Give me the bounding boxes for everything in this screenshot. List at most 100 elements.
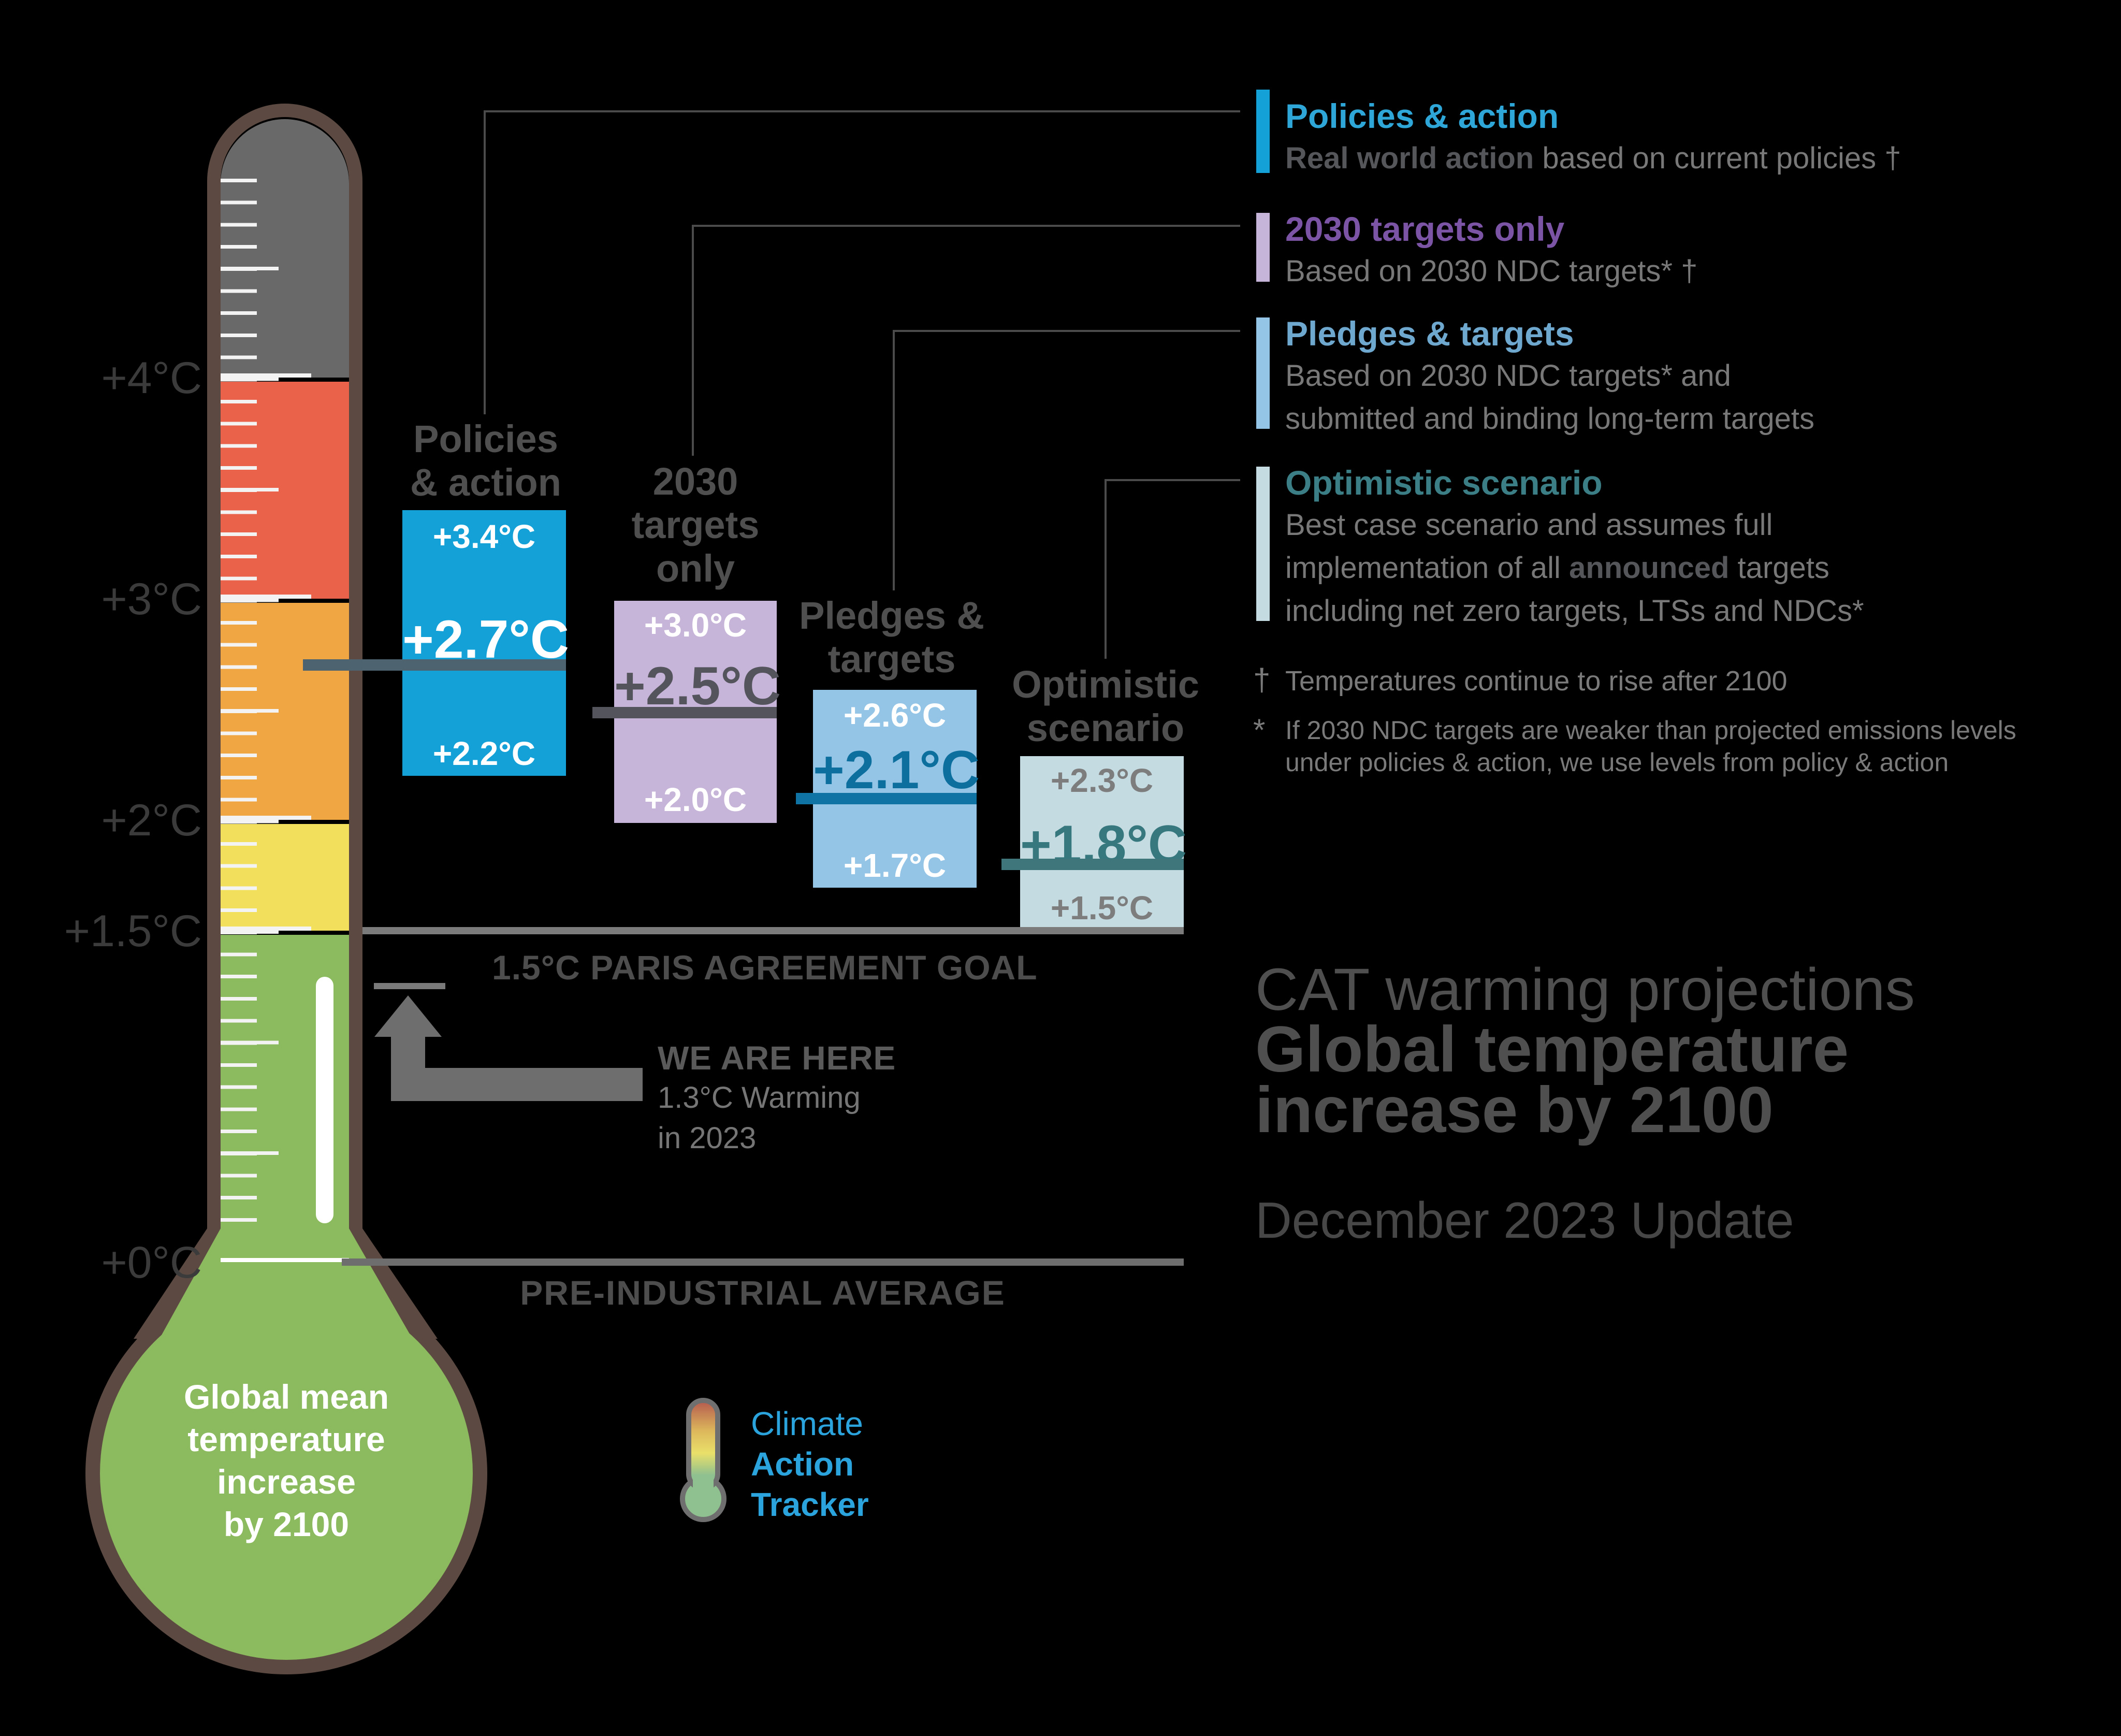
- legend-desc-text: based on current policies †: [1534, 141, 1901, 175]
- bar-label-line: & action: [410, 461, 561, 504]
- logo-word-tracker: Tracker: [751, 1486, 869, 1523]
- legend-title-optimistic: Optimistic scenario: [1285, 464, 1603, 502]
- legend-desc-bold: announced: [1569, 551, 1730, 585]
- bar-central-value-pledges: +2.1°C: [813, 740, 980, 800]
- legend-strip-2030: [1256, 213, 1270, 282]
- bar-label-2030-targets: 2030 targets only: [592, 460, 799, 590]
- connector-pledges-h: [893, 330, 1240, 332]
- legend-desc-pledges: Based on 2030 NDC targets* and submitted…: [1285, 354, 1814, 440]
- scale-label-1p5c: +1.5°C: [64, 906, 202, 956]
- bar-low-value: +2.0°C: [644, 781, 747, 818]
- legend-strip-optimistic: [1256, 467, 1270, 621]
- connector-optimistic-h: [1105, 479, 1240, 481]
- connector-pledges-v: [893, 330, 895, 590]
- bar-label-pledges-targets: Pledges & targets: [788, 594, 995, 681]
- bar-label-line: targets: [631, 503, 760, 546]
- current-warming-tick: [374, 983, 445, 989]
- bar-label-line: Optimistic: [1012, 663, 1199, 706]
- central-line-policies: [303, 659, 566, 671]
- scale-label-4c: +4°C: [101, 353, 202, 403]
- central-line-2030: [592, 707, 777, 718]
- bar-label-line: targets: [827, 638, 956, 681]
- bar-label-line: Policies: [413, 417, 558, 460]
- connector-2030-v: [692, 225, 694, 456]
- bar-pledges-targets: +2.6°C +1.7°C: [813, 690, 977, 888]
- legend-title-policies: Policies & action: [1285, 97, 1559, 135]
- legend-desc-policies: Real world action based on current polic…: [1285, 137, 1901, 180]
- connector-2030-h: [692, 225, 1240, 227]
- dagger-symbol: †: [1253, 662, 1271, 697]
- legend-desc-optimistic: Best case scenario and assumes full impl…: [1285, 503, 1864, 632]
- preindustrial-label: PRE-INDUSTRIAL AVERAGE: [520, 1274, 1006, 1312]
- bulb-caption-line: temperature: [187, 1420, 385, 1458]
- connector-policies-h: [484, 110, 1240, 112]
- scale-label-3c: +3°C: [101, 574, 202, 624]
- legend-title-2030: 2030 targets only: [1285, 210, 1565, 248]
- asterisk-symbol: *: [1253, 713, 1266, 747]
- logo-word-action: Action: [751, 1445, 854, 1483]
- boundary-tick-4c: [221, 373, 311, 378]
- legend-strip-pledges: [1256, 317, 1270, 429]
- bulb-caption-line: by 2100: [223, 1505, 350, 1543]
- thermometer-medium-ticks: [221, 267, 279, 1240]
- bar-policies-action: +3.4°C +2.2°C: [402, 510, 566, 776]
- page-title-line2: increase by 2100: [1255, 1074, 1774, 1146]
- we-are-here-arrow-bar: [391, 1068, 643, 1101]
- footnote-dagger: Temperatures continue to rise after 2100: [1285, 666, 1788, 697]
- legend-desc-line: including net zero targets, LTSs and NDC…: [1285, 594, 1864, 628]
- paris-goal-line: [362, 927, 1184, 934]
- bar-optimistic: +2.3°C +1.5°C: [1020, 756, 1184, 932]
- boundary-tick-1p5c: [221, 927, 311, 931]
- bar-label-line: scenario: [1026, 706, 1185, 749]
- bar-low-value: +1.5°C: [1050, 889, 1154, 927]
- legend-title-pledges: Pledges & targets: [1285, 314, 1574, 353]
- we-are-here-label: WE ARE HERE: [658, 1039, 896, 1077]
- climate-action-tracker-logo-icon: [680, 1398, 727, 1522]
- page-update-date: December 2023 Update: [1255, 1192, 1794, 1249]
- bulb-caption: Global mean temperature increase by 2100: [131, 1376, 442, 1545]
- page-title-line1: Global temperature: [1255, 1014, 1849, 1086]
- legend-desc-line: Based on 2030 NDC targets* and: [1285, 359, 1731, 393]
- zero-degree-tick: [221, 1258, 349, 1262]
- current-warming-value: 1.3°C Warming: [658, 1081, 861, 1115]
- bar-label-line: 2030: [652, 460, 738, 503]
- current-warming-year: in 2023: [658, 1121, 757, 1155]
- legend-desc-2030: Based on 2030 NDC targets* †: [1285, 254, 1698, 288]
- legend-desc-line: implementation of all announced targets: [1285, 546, 1864, 589]
- bar-high-value: +2.6°C: [843, 697, 947, 734]
- bar-label-line: only: [656, 547, 735, 590]
- footnote-line: If 2030 NDC targets are weaker than proj…: [1285, 716, 2016, 745]
- bar-low-value: +1.7°C: [843, 847, 947, 884]
- legend-desc-text: implementation of all: [1285, 551, 1570, 585]
- logo-word-climate: Climate: [751, 1405, 863, 1442]
- bar-low-value: +2.2°C: [432, 735, 536, 772]
- bulb-caption-line: Global mean: [183, 1378, 389, 1416]
- legend-desc-line: submitted and binding long-term targets: [1285, 402, 1815, 436]
- central-line-pledges: [796, 793, 977, 804]
- legend-desc-text: targets: [1729, 551, 1829, 585]
- footnote-asterisk: If 2030 NDC targets are weaker than proj…: [1285, 714, 2016, 778]
- preindustrial-line: [342, 1258, 1184, 1266]
- we-are-here-arrow-icon: [374, 995, 442, 1037]
- connector-optimistic-v: [1105, 479, 1107, 659]
- thermometer-capillary: [316, 977, 333, 1223]
- bulb-caption-line: increase: [217, 1463, 356, 1501]
- legend-desc-line: Best case scenario and assumes full: [1285, 508, 1773, 542]
- connector-policies-v: [484, 110, 486, 414]
- boundary-tick-2c: [221, 816, 311, 820]
- scale-label-0c: +0°C: [101, 1238, 202, 1287]
- bar-high-value: +3.0°C: [644, 606, 747, 644]
- bar-high-value: +3.4°C: [432, 518, 536, 555]
- thermometer-bulb: [85, 1228, 487, 1674]
- bar-label-line: Pledges &: [799, 594, 984, 637]
- bar-label-optimistic: Optimistic scenario: [1002, 663, 1209, 750]
- footnote-line: under policies & action, we use levels f…: [1285, 748, 1949, 777]
- boundary-tick-3c: [221, 595, 311, 599]
- thermometer-tube: [207, 104, 362, 1238]
- bar-label-policies-action: Policies & action: [382, 417, 589, 504]
- bar-central-value-2030: +2.5°C: [614, 656, 781, 716]
- page-kicker: CAT warming projections: [1255, 957, 1915, 1023]
- legend-strip-policies: [1256, 90, 1270, 173]
- central-line-optimistic: [1001, 859, 1184, 870]
